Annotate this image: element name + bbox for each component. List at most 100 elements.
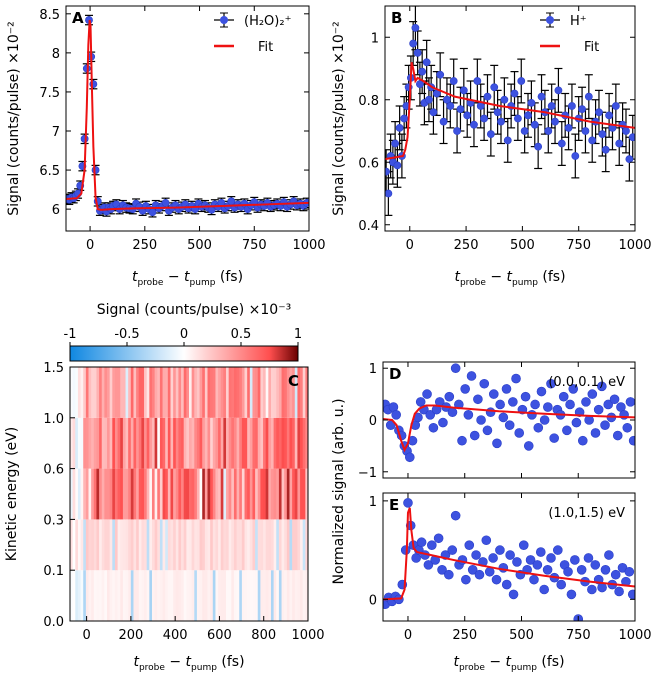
heatmap-cell [284,367,288,418]
heatmap-cell [109,519,113,571]
axes-frame-A [65,5,310,232]
data-point [627,589,635,600]
data-point [615,139,624,148]
heatmap-cell [80,519,84,571]
data-point [497,117,505,126]
heatmap-cell [241,570,245,621]
heatmap-cell [220,367,224,418]
heatmap-cell [196,367,200,418]
heatmap-cell [233,519,237,571]
heatmap-cell [236,417,240,469]
data-point [461,574,471,585]
data-point [520,127,529,135]
heatmap-cell [305,417,309,469]
heatmap-cell [252,519,256,571]
heatmap-cell [170,570,174,621]
heatmap-cell [268,468,272,520]
heatmap-cell [294,468,298,520]
heatmap-cell [181,417,185,469]
heatmap-cell [289,367,293,418]
heatmap-cell [189,367,193,418]
data-point [504,420,515,430]
y-tick-label: 7 [52,125,60,140]
heatmap-cell [202,519,206,571]
data-point [449,77,458,85]
x-tick-label: 400 [163,628,188,643]
heatmap-cell [189,570,193,621]
heatmap-cell [122,468,126,520]
data-point [391,410,401,420]
heatmap-cell [284,519,288,571]
heatmap-cell [75,519,79,571]
heatmap-cell [101,570,105,621]
heatmap-cell [96,367,100,418]
heatmap-cell [228,570,232,621]
heatmap-cell [204,417,208,469]
colorbar-title: Signal (counts/pulse) ×10⁻³ [97,302,291,318]
data-point [413,48,422,57]
heatmap-cell [220,468,224,520]
heatmap-cell [212,570,216,621]
heatmap-cell [273,468,277,520]
heatmap-cell [305,367,309,418]
heatmap-cell [302,519,306,571]
data-point [482,425,493,436]
heatmap-cell [144,570,148,621]
heatmap-cell [223,367,227,418]
data-point [568,384,579,394]
heatmap-cell [281,417,285,469]
heatmap-cell [278,519,282,571]
heatmap-cell [159,519,163,571]
heatmap-cell [157,570,161,621]
heatmap-cell [117,519,121,571]
data-point [558,391,569,402]
heatmap-cell [157,468,161,520]
data-point [610,569,621,580]
heatmap-cell [263,519,267,571]
heatmap-cell [154,468,158,520]
heatmap-cell [138,468,142,520]
heatmap-cell [130,570,134,621]
heatmap-cell [154,570,158,621]
heatmap-cell [215,417,219,469]
data-point [523,441,534,451]
data-point [498,412,509,423]
heatmap-cell [141,519,145,571]
heatmap-cell [276,519,280,571]
heatmap-cell [181,367,185,418]
data-point [597,381,607,392]
data-point [416,80,424,89]
data-point [457,435,467,446]
panel-E: 0 250 500 750 1000 0 1 E [369,492,652,643]
heatmap-cell [260,519,264,571]
heatmap-cell [83,519,87,571]
heatmap-cell [239,367,243,418]
heatmap-cell [191,519,195,571]
heatmap-cell [157,417,161,469]
heatmap-cell [136,570,140,621]
data-point [532,560,543,570]
data-point [527,98,536,107]
heatmap-cell [252,417,256,469]
heatmap-cell [72,417,76,469]
heatmap-cell [302,417,306,469]
data-point [422,58,431,67]
heatmap-cell [77,417,81,469]
heatmap-cell [191,570,195,621]
heatmap-cell [183,519,187,571]
heatmap-cell [146,519,150,571]
heatmap-cell [133,367,137,418]
data-point [460,384,470,394]
y-tick-label: 0 [369,593,377,608]
heatmap-cell [233,417,237,469]
heatmap-cell [146,468,150,520]
heatmap-cell [162,417,166,469]
heatmap-cell [244,519,248,571]
data-point [514,428,525,438]
heatmap-cell [165,417,169,469]
heatmap-cell [91,468,95,520]
heatmap-cell [107,570,111,621]
heatmap-cell [270,417,275,469]
heatmap-cell [233,468,237,520]
heatmap-cell [186,519,190,571]
